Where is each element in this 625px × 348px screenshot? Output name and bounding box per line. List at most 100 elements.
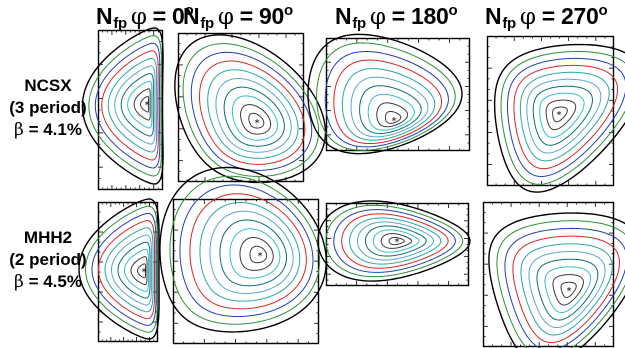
row-label-ncsx: NCSX (3 period) β = 4.1% xyxy=(0,75,96,141)
flux-surface xyxy=(190,51,313,171)
flux-surface xyxy=(384,110,402,124)
ncsx-phi-0-panel: * xyxy=(81,27,164,191)
flux-surface xyxy=(493,43,625,193)
mhh2-phi-90-panel: * xyxy=(159,166,327,345)
flux-surface xyxy=(333,59,443,145)
flux-surface xyxy=(223,86,285,147)
ncsx-phi-90-panel: * xyxy=(174,32,327,184)
row-period: (3 period) xyxy=(9,98,87,117)
flux-surface xyxy=(552,274,584,306)
header-value: = 270 xyxy=(541,3,599,29)
flux-surface xyxy=(333,209,456,273)
header-value: = 0 xyxy=(152,3,185,29)
flux-surface xyxy=(240,104,272,135)
flux-surface xyxy=(532,85,593,146)
mhh2-phi-0-panel: * xyxy=(78,198,160,343)
magnetic-axis-marker: * xyxy=(395,237,400,248)
flux-surface xyxy=(380,233,413,249)
ncsx-phi-180-panel: * xyxy=(307,33,471,155)
flux-surface xyxy=(84,205,159,333)
header-sub: fp xyxy=(200,15,214,32)
panel-frame xyxy=(486,35,615,187)
flux-surface xyxy=(520,243,613,336)
flux-surface xyxy=(317,200,471,282)
flux-surface xyxy=(140,95,150,113)
mhh2-phi-270-panel: * xyxy=(482,201,625,348)
magnetic-axis-marker: * xyxy=(557,110,562,121)
flux-surface xyxy=(341,68,436,141)
flux-surface xyxy=(215,77,292,153)
flux-surface xyxy=(519,71,610,162)
magnetic-axis-marker: * xyxy=(255,118,260,129)
row-period: (2 period) xyxy=(9,250,87,269)
flux-surface xyxy=(219,219,288,287)
header-prefix: N xyxy=(183,3,200,29)
flux-surface xyxy=(359,85,422,134)
flux-surface xyxy=(341,213,449,269)
flux-surface xyxy=(133,88,151,121)
flux-surface xyxy=(169,175,321,325)
flux-surface xyxy=(136,263,147,279)
flux-surface xyxy=(364,225,427,257)
flux-surface xyxy=(376,102,409,128)
flux-surface xyxy=(500,50,625,185)
flux-surface xyxy=(110,234,153,306)
flux-surface xyxy=(189,193,307,310)
magnetic-axis-marker: * xyxy=(142,267,147,278)
flux-surface xyxy=(488,212,625,348)
flux-surface xyxy=(81,27,164,185)
flux-surface xyxy=(127,80,153,129)
flux-surface xyxy=(209,210,294,294)
flux-surface xyxy=(117,241,151,299)
mhh2-phi-180-panel: * xyxy=(317,200,471,287)
header-symbol: φ xyxy=(130,4,147,30)
flux-surface xyxy=(496,220,625,348)
flux-surface xyxy=(159,166,327,333)
flux-surface xyxy=(528,251,606,329)
flux-surface xyxy=(316,42,456,151)
header-degree: o xyxy=(284,2,293,19)
flux-surface xyxy=(560,281,577,299)
ncsx-phi-270-panel: * xyxy=(486,35,625,193)
flux-surface xyxy=(544,266,592,314)
flux-surface xyxy=(504,227,625,348)
column-header-3: Nfp φ = 270o xyxy=(485,2,608,32)
header-sub: fp xyxy=(502,15,516,32)
flux-surface xyxy=(94,42,161,169)
flux-surface xyxy=(248,112,265,129)
column-header-2: Nfp φ = 180o xyxy=(335,2,458,32)
header-symbol: φ xyxy=(369,4,386,30)
magnetic-axis-marker: * xyxy=(145,100,150,111)
header-prefix: N xyxy=(485,3,502,29)
header-symbol: φ xyxy=(519,4,536,30)
row-beta-value: = 4.5% xyxy=(28,272,82,291)
header-degree: o xyxy=(448,2,458,19)
flux-surface xyxy=(179,184,314,318)
flux-surface xyxy=(182,43,320,177)
flux-surface xyxy=(78,198,160,340)
column-header-1: Nfp φ = 90o xyxy=(183,2,293,32)
flux-surface xyxy=(123,248,150,292)
flux-surface xyxy=(114,65,156,145)
flux-surface xyxy=(349,217,442,265)
column-header-0: Nfp φ = 0o xyxy=(96,2,194,32)
flux-surface xyxy=(536,258,599,321)
header-degree: o xyxy=(598,2,608,19)
header-sub: fp xyxy=(113,15,127,32)
row-label-mhh2: MHH2 (2 period) β = 4.5% xyxy=(0,227,96,293)
header-value: = 90 xyxy=(239,3,285,29)
flux-surface xyxy=(388,236,405,246)
flux-surface xyxy=(512,235,620,344)
flux-surface xyxy=(372,229,420,253)
flux-surface xyxy=(199,201,301,302)
header-prefix: N xyxy=(335,3,352,29)
row-beta-symbol: β xyxy=(14,272,24,292)
row-beta-symbol: β xyxy=(14,120,24,140)
flux-surface xyxy=(367,93,415,131)
flux-surface xyxy=(506,57,625,177)
row-name: MHH2 xyxy=(23,228,73,247)
magnetic-axis-marker: * xyxy=(392,116,397,127)
flux-surface xyxy=(356,221,435,261)
header-degree: o xyxy=(184,2,194,19)
magnetic-axis-marker: * xyxy=(567,286,572,297)
